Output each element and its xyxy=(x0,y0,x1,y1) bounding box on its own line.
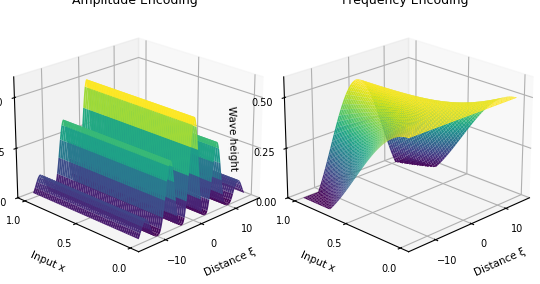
X-axis label: Distance ξ: Distance ξ xyxy=(202,246,256,278)
Title: Frequency Encoding: Frequency Encoding xyxy=(342,0,468,7)
Title: Amplitude Encoding: Amplitude Encoding xyxy=(72,0,198,7)
X-axis label: Distance ξ: Distance ξ xyxy=(472,246,526,278)
Y-axis label: Input x: Input x xyxy=(29,250,66,274)
Y-axis label: Input x: Input x xyxy=(299,250,336,274)
